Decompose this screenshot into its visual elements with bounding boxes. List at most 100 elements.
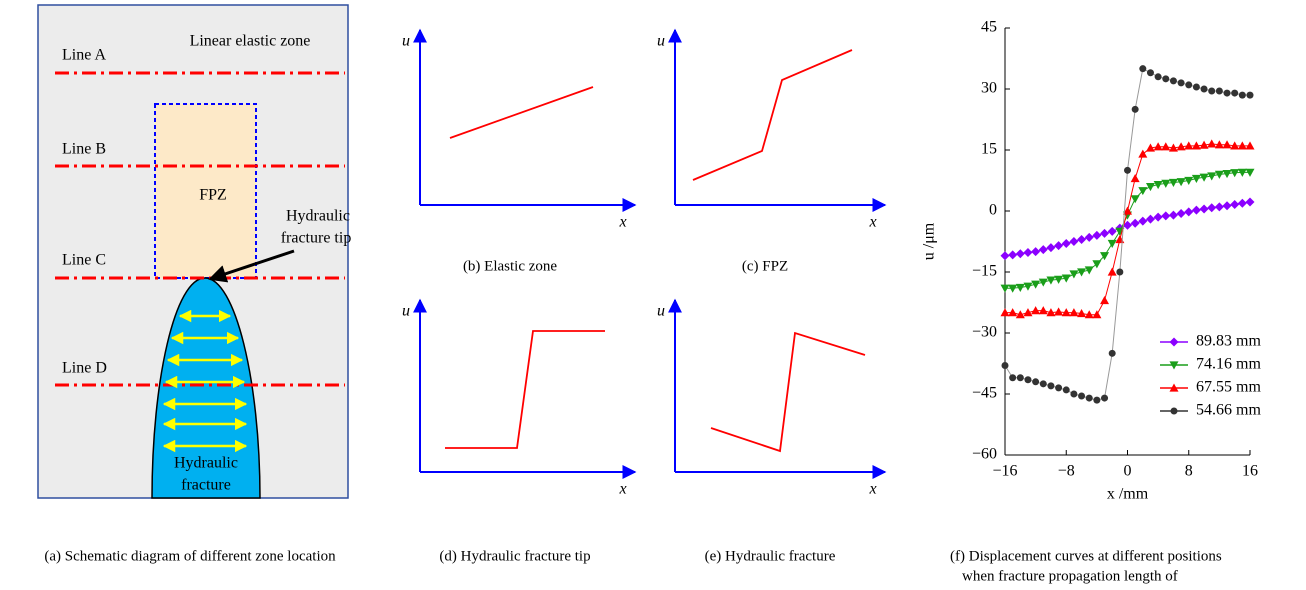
point (1132, 106, 1139, 113)
legend-label: 89.83 mm (1196, 333, 1261, 350)
point (1146, 215, 1155, 224)
point (1139, 65, 1146, 72)
point (1201, 86, 1208, 93)
x-tick-label: −16 (992, 463, 1017, 480)
y-tick-label: −60 (972, 446, 997, 463)
caption: (c) FPZ (742, 258, 788, 274)
point (1116, 269, 1123, 276)
point (1077, 235, 1086, 244)
point (1239, 92, 1246, 99)
curve (450, 87, 593, 138)
point (1108, 268, 1117, 276)
legend-label: 54.66 mm (1196, 402, 1261, 419)
point (1001, 251, 1010, 260)
point (1246, 198, 1255, 207)
zone-label: Linear elastic zone (190, 33, 311, 50)
point (1040, 380, 1047, 387)
line-label: Line B (62, 141, 106, 158)
point (1062, 239, 1071, 248)
point (1063, 386, 1070, 393)
point (1039, 245, 1048, 254)
point (1016, 249, 1025, 258)
x-tick-label: −8 (1058, 463, 1075, 480)
axis-label: u (402, 303, 410, 320)
point (1208, 88, 1215, 95)
point (1108, 240, 1117, 248)
point (1161, 211, 1170, 220)
point (1147, 69, 1154, 76)
y-tick-label: 0 (989, 202, 997, 219)
point (1054, 241, 1063, 250)
point (1155, 73, 1162, 80)
fracture-label: Hydraulic (174, 455, 238, 472)
axis-label: x (618, 481, 626, 498)
point (1008, 250, 1017, 259)
point (1002, 362, 1009, 369)
point (1238, 199, 1247, 208)
point (1101, 395, 1108, 402)
point (1224, 90, 1231, 97)
point (1138, 150, 1147, 158)
curve (693, 50, 852, 180)
point (1009, 374, 1016, 381)
caption: (a) Schematic diagram of different zone … (44, 548, 336, 564)
caption: (d) Hydraulic fracture tip (439, 548, 590, 564)
axis-label: u (402, 33, 410, 50)
y-tick-label: 30 (981, 80, 997, 97)
point (1092, 231, 1101, 240)
point (1017, 374, 1024, 381)
point (1109, 350, 1116, 357)
point (1154, 213, 1163, 222)
point (1231, 90, 1238, 97)
point (1032, 378, 1039, 385)
point (1023, 248, 1032, 257)
figure: Linear elastic zone Line A Line B Line C… (0, 0, 1306, 590)
caption: (f) Displacement curves at different pos… (950, 548, 1222, 564)
legend-label: 67.55 mm (1196, 379, 1261, 396)
point (1086, 395, 1093, 402)
point (1223, 201, 1232, 210)
y-tick-label: −30 (972, 324, 997, 341)
caption: when fracture propagation length of (962, 568, 1178, 584)
point (1131, 174, 1140, 182)
point (1193, 83, 1200, 90)
point (1207, 203, 1216, 212)
point (1093, 397, 1100, 404)
point (1047, 382, 1054, 389)
point (1230, 200, 1239, 209)
point (1146, 183, 1155, 191)
point (1177, 209, 1186, 218)
point (1131, 219, 1140, 228)
point (1092, 260, 1101, 268)
y-axis-label: u /μm (921, 222, 938, 260)
point (1207, 139, 1216, 147)
point (1069, 270, 1078, 278)
line-label: Line D (62, 360, 107, 377)
point (1184, 207, 1193, 216)
point (1131, 195, 1140, 203)
point (1100, 229, 1109, 238)
caption: (e) Hydraulic fracture (705, 548, 836, 564)
x-axis-label: x /mm (1107, 486, 1149, 503)
axis-label: x (868, 214, 876, 231)
point (1169, 211, 1178, 220)
point (1216, 88, 1223, 95)
point (1108, 227, 1117, 236)
series-line (1005, 172, 1250, 288)
y-tick-label: −45 (972, 385, 997, 402)
axis-label: u (657, 303, 665, 320)
point (1054, 307, 1063, 315)
y-tick-label: −15 (972, 263, 997, 280)
point (1162, 75, 1169, 82)
x-tick-label: 16 (1242, 463, 1258, 480)
point (1138, 217, 1147, 226)
point (1185, 81, 1192, 88)
caption: (b) Elastic zone (463, 258, 557, 274)
x-tick-label: 8 (1185, 463, 1193, 480)
legend-marker (1170, 338, 1179, 347)
x-tick-label: 0 (1124, 463, 1132, 480)
point (1215, 202, 1224, 211)
y-tick-label: 15 (981, 141, 997, 158)
point (1069, 237, 1078, 246)
y-tick-label: 45 (981, 19, 997, 36)
